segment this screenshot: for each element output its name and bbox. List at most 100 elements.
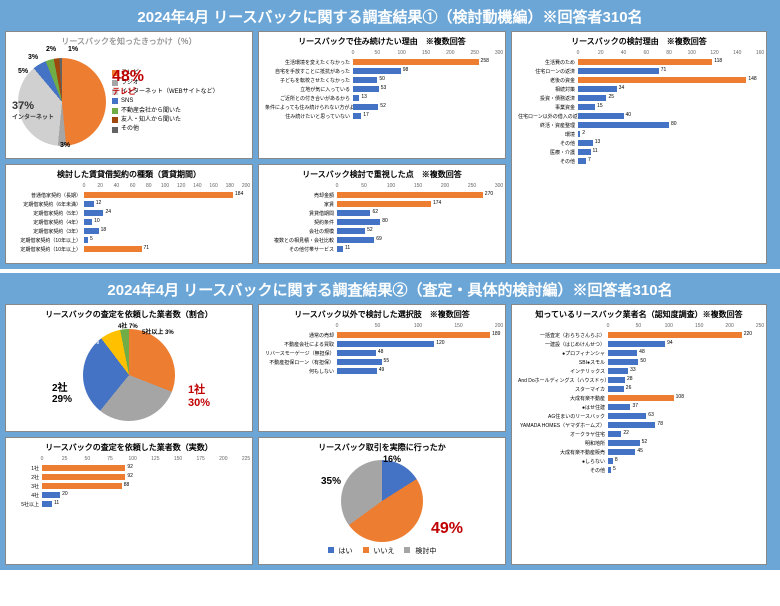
pie2-c3: 3社 28% bbox=[76, 337, 99, 346]
panel-bar-vendor-count-abs: リースバックの査定を依頼した業者数（実数） 025507510012515017… bbox=[5, 437, 253, 565]
legend-item: その他 bbox=[112, 125, 219, 133]
hbar-row: ●はせ住建37 bbox=[518, 403, 760, 411]
pie1-lbl-3b: 3% bbox=[28, 54, 38, 61]
hbar-row: 大成有楽不動産 108 bbox=[518, 394, 760, 402]
hbar-bar bbox=[42, 483, 122, 489]
hbar-row: 売却金額270 bbox=[265, 191, 499, 199]
hbar-row: オークラヤ住宅22 bbox=[518, 430, 760, 438]
hbar-value: 22 bbox=[623, 430, 629, 436]
hbar-bar bbox=[337, 341, 434, 347]
hbar-value: 24 bbox=[105, 209, 111, 215]
hbar-value: 48 bbox=[378, 349, 384, 355]
hbar-label: 定期借家契約（10年以上） bbox=[12, 237, 84, 244]
legend-item: いいえ bbox=[363, 546, 395, 556]
pie1-lbl-2: 2% bbox=[46, 46, 56, 53]
bar3-title: 検討した賃貸借契約の種類（賃貸期間） bbox=[12, 169, 246, 180]
hbar-label: 定期借家契約（3年） bbox=[12, 228, 84, 235]
hbar-row: 一建設（はじめけんせつ）94 bbox=[518, 340, 760, 348]
hbar-bar bbox=[84, 210, 103, 216]
hbar-value: 71 bbox=[661, 67, 667, 73]
hbar-label: 賃貸借期間 bbox=[265, 210, 337, 217]
hbar-row: AG住まいのリースバック63 bbox=[518, 412, 760, 420]
hbar-label: 定期借家契約（10年以上） bbox=[12, 246, 84, 253]
hbar-label: スターマイカ bbox=[518, 386, 608, 393]
hbar-value: 63 bbox=[648, 412, 654, 418]
hbar-bar bbox=[608, 350, 637, 356]
hbar-row: 2社92 bbox=[12, 473, 246, 481]
hbar-value: 11 bbox=[54, 500, 59, 506]
hbar-label: 何もしない bbox=[265, 368, 337, 375]
hbar-bar bbox=[84, 237, 88, 243]
hbar-bar bbox=[84, 246, 142, 252]
hbar-value: 34 bbox=[619, 85, 625, 91]
hbar-row: 環境2 bbox=[518, 130, 760, 138]
hbar-label: 生活環境を変えたくなかった bbox=[265, 59, 353, 66]
hbar-row: YAMADA HOMES（ヤマダホームズ）78 bbox=[518, 421, 760, 429]
hbar-value: 52 bbox=[642, 439, 648, 445]
hbar-row: 老後の資金148 bbox=[518, 76, 760, 84]
hbar-label: 定期借家契約（6年未満） bbox=[12, 201, 84, 208]
hbar-row: リバースモーゲージ（無担保）48 bbox=[265, 349, 499, 357]
pie3-c1: 16% bbox=[383, 454, 401, 464]
hbar-row: スターマイカ26 bbox=[518, 385, 760, 393]
legend-item: 不動産会社から聞いた bbox=[112, 107, 219, 115]
hbar-label: 一括査定（おらちさんらぶ） bbox=[518, 332, 608, 339]
hbar-label: 事業資金 bbox=[518, 104, 578, 111]
hbar-bar bbox=[608, 431, 621, 437]
hbar-row: 住宅ローン以外の借入の返済40 bbox=[518, 112, 760, 120]
hbar-row: 自宅を手放すことに抵抗があった98 bbox=[265, 67, 499, 75]
hbar-value: 48 bbox=[639, 349, 645, 355]
hbar-value: 78 bbox=[657, 421, 663, 427]
hbar-label: 投資・債務返済 bbox=[518, 95, 578, 102]
hbar-label: 相続対策 bbox=[518, 86, 578, 93]
hbar-value: 33 bbox=[630, 367, 636, 373]
hbar-label: ●プロフィナンシャ bbox=[518, 350, 608, 357]
section-2: 2024年4月 リースバックに関する調査結果②（査定・具体的検討編）※回答者31… bbox=[0, 273, 780, 570]
hbar-row: その他付帯サービス11 bbox=[265, 245, 499, 253]
legend-item: 検討中 bbox=[404, 546, 436, 556]
hbar-label: 大成有楽不動産 bbox=[518, 395, 608, 402]
hbar-label: 医療・介護 bbox=[518, 149, 578, 156]
hbar-value: 37 bbox=[632, 403, 638, 409]
hbar-value: 108 bbox=[676, 394, 684, 400]
hbar-value: 258 bbox=[481, 58, 489, 64]
hbar-bar bbox=[84, 228, 99, 234]
hbar-value: 25 bbox=[608, 94, 614, 100]
hbar-label: 立地が気に入っている bbox=[265, 86, 353, 93]
hbar-bar bbox=[353, 77, 377, 83]
hbar-bar bbox=[42, 492, 60, 498]
hbar-bar bbox=[608, 395, 674, 401]
hbar-value: 55 bbox=[384, 358, 390, 364]
hbar-value: 17 bbox=[363, 112, 369, 118]
hbar-bar bbox=[578, 113, 624, 119]
hbar-label: 環境 bbox=[518, 131, 578, 138]
hbar-value: 28 bbox=[627, 376, 633, 382]
hbar-value: 10 bbox=[94, 218, 100, 224]
hbar-row: 医療・介護11 bbox=[518, 148, 760, 156]
hbar-value: 52 bbox=[380, 103, 386, 109]
hbar-label: 2社 bbox=[12, 474, 42, 481]
hbar-value: 92 bbox=[127, 464, 133, 470]
panel-bar-brand-awareness: 知っているリースバック業者名（認知度調査）※複数回答 0501001502002… bbox=[511, 304, 767, 565]
hbar-bar bbox=[578, 95, 606, 101]
pie1-lbl-3: 3% bbox=[60, 142, 70, 149]
panel-bar-reasons-stay: リースバックで住み続けたい理由 ※複数回答 050100150200250300… bbox=[258, 31, 506, 159]
section-1: 2024年4月 リースバックに関する調査結果①（検討動機編）※回答者310名 リ… bbox=[0, 0, 780, 269]
hbar-value: 8 bbox=[615, 457, 618, 463]
hbar-row: 普通借家契約（長期）184 bbox=[12, 191, 246, 199]
hbar-bar bbox=[608, 386, 624, 392]
hbar-label: 不動産担保ローン（有担保） bbox=[265, 359, 337, 366]
hbar-row: 終活・資産整理80 bbox=[518, 121, 760, 129]
hbar-value: 45 bbox=[637, 448, 643, 454]
hbar-row: 家賃174 bbox=[265, 200, 499, 208]
hbar-label: ご近所との付き合いがあるから bbox=[265, 95, 353, 102]
hbar-row: 5社以上 11 bbox=[12, 500, 246, 508]
pie2-c1: 1社30% bbox=[188, 381, 210, 409]
hbar-bar bbox=[608, 449, 635, 455]
bar4-chart: 050100150200250300売却金額270家賃174賃貸借期間62契約条… bbox=[265, 183, 499, 259]
pie3-c2: 49% bbox=[431, 520, 463, 538]
hbar-row: ●しらない8 bbox=[518, 457, 760, 465]
hbar-bar bbox=[353, 104, 378, 110]
hbar-label: 5社以上 bbox=[12, 501, 42, 508]
hbar-row: 相続対策 34 bbox=[518, 85, 760, 93]
